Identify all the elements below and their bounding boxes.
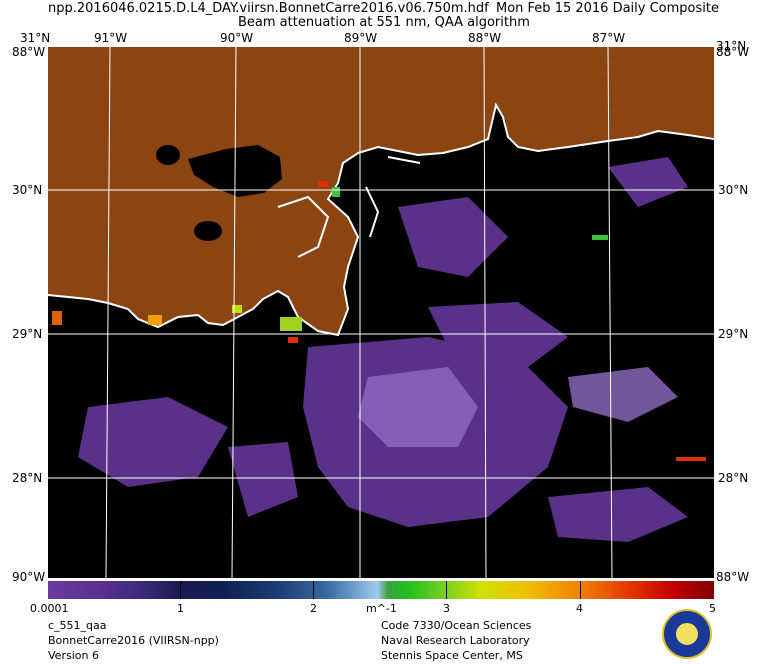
colorbar	[48, 581, 714, 599]
coastline	[48, 102, 714, 337]
top-label-lat-right: 31°N	[716, 39, 747, 53]
navy-research-lab-seal-icon	[662, 609, 712, 659]
lat-label-30n-right: 30°N	[718, 183, 749, 197]
barrier-islands	[277, 156, 421, 258]
colorbar-label-1: 1	[177, 602, 184, 615]
bottom-corner-right: 88°W	[716, 570, 750, 584]
bottom-corner-left: 90°W	[12, 570, 46, 584]
ocean-attenuation-map[interactable]	[48, 47, 714, 578]
file-name-title: npp.2016046.0215.D.L4_DAY.viirsn.BonnetC…	[48, 1, 489, 16]
top-label-91w: 91°W	[94, 31, 128, 45]
map-canvas	[48, 47, 714, 578]
top-label-88w: 88°W	[468, 31, 502, 45]
light-attenuation-patches	[358, 367, 678, 447]
colorbar-label-2: 2	[310, 602, 317, 615]
footer-version: Version 6	[48, 649, 99, 662]
top-label-89w: 89°W	[344, 31, 378, 45]
colorbar-tick-2	[313, 581, 314, 599]
lake-salvador	[194, 221, 222, 241]
land-mass	[48, 47, 714, 335]
lat-label-29n-left: 29°N	[12, 327, 43, 341]
footer-lab: Naval Research Laboratory	[381, 634, 530, 647]
colorbar-label-max: 5	[709, 602, 716, 615]
colorbar-unit: m^-1	[366, 602, 397, 615]
graticule	[48, 47, 714, 578]
colorbar-label-min: 0.0001	[30, 602, 69, 615]
footer-product-code: c_551_qaa	[48, 619, 107, 632]
lat-label-29n-right: 29°N	[718, 327, 749, 341]
corner-label-right: 88°W	[716, 45, 750, 59]
footer-code: Code 7330/Ocean Sciences	[381, 619, 532, 632]
corner-label-left: 88°W	[12, 45, 46, 59]
high-attenuation-hotspots	[52, 181, 706, 461]
colorbar-label-4: 4	[576, 602, 583, 615]
top-label-87w: 87°W	[592, 31, 626, 45]
top-label-90w: 90°W	[220, 31, 254, 45]
lat-label-28n-left: 28°N	[12, 471, 43, 485]
colorbar-tick-1	[180, 581, 181, 599]
lat-label-30n-left: 30°N	[12, 183, 43, 197]
composite-date: Mon Feb 15 2016 Daily Composite	[496, 1, 719, 16]
product-subtitle: Beam attenuation at 551 nm, QAA algorith…	[238, 15, 530, 30]
top-label-lat-left: 31°N	[20, 31, 51, 45]
footer-dataset: BonnetCarre2016 (VIIRSN-npp)	[48, 634, 219, 647]
lat-label-28n-right: 28°N	[718, 471, 749, 485]
footer-location: Stennis Space Center, MS	[381, 649, 523, 662]
colorbar-tick-4	[580, 581, 581, 599]
lake-maurepas	[156, 145, 180, 165]
colorbar-tick-3	[446, 581, 447, 599]
colorbar-label-3: 3	[443, 602, 450, 615]
